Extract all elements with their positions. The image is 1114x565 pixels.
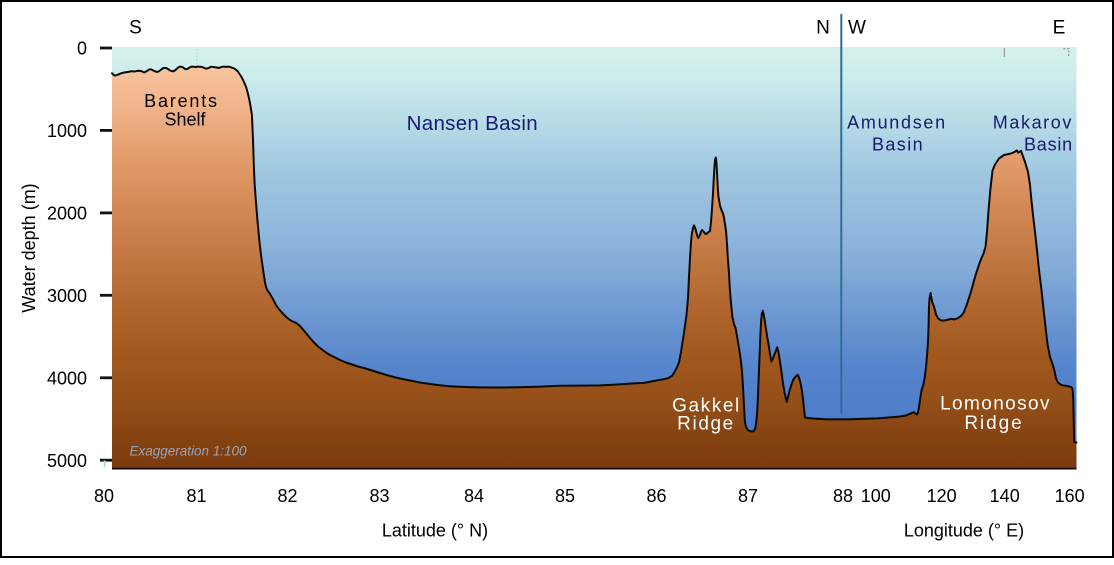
svg-text:4000: 4000 <box>47 368 87 388</box>
svg-text:Water depth (m): Water depth (m) <box>19 183 39 312</box>
svg-text:Basin: Basin <box>1024 135 1073 155</box>
svg-text:Exaggeration 1:100: Exaggeration 1:100 <box>129 444 247 459</box>
svg-text:Barents: Barents <box>144 91 219 111</box>
svg-text:100: 100 <box>861 486 891 506</box>
svg-text:Lomonosov: Lomonosov <box>940 394 1051 415</box>
svg-text:Latitude (° N): Latitude (° N) <box>382 521 488 541</box>
svg-text:81: 81 <box>186 486 206 506</box>
svg-text:Ridge: Ridge <box>677 413 735 434</box>
svg-text:W: W <box>848 17 866 38</box>
svg-text:140: 140 <box>990 486 1020 506</box>
svg-text:86: 86 <box>646 486 666 506</box>
svg-text:N: N <box>816 17 830 38</box>
svg-text:S: S <box>129 17 142 38</box>
svg-text:Makarov: Makarov <box>993 112 1073 132</box>
svg-text:84: 84 <box>464 486 484 506</box>
svg-text:83: 83 <box>369 486 389 506</box>
svg-text:5000: 5000 <box>47 451 87 471</box>
svg-text:Gakkel: Gakkel <box>672 396 741 417</box>
svg-text:Amundsen: Amundsen <box>847 112 947 132</box>
svg-text:3000: 3000 <box>47 286 87 306</box>
svg-text:2000: 2000 <box>47 204 87 224</box>
svg-text:1000: 1000 <box>47 121 87 141</box>
svg-text:80: 80 <box>94 486 114 506</box>
svg-text:85: 85 <box>555 486 575 506</box>
svg-text:160: 160 <box>1055 486 1085 506</box>
svg-text:Shelf: Shelf <box>164 110 206 130</box>
svg-text:Longitude (° E): Longitude (° E) <box>904 521 1024 541</box>
svg-text:87: 87 <box>738 486 758 506</box>
svg-text:0: 0 <box>77 39 87 59</box>
svg-text:Basin: Basin <box>872 135 924 155</box>
svg-text:Nansen Basin: Nansen Basin <box>407 112 538 135</box>
svg-text:88: 88 <box>833 486 853 506</box>
svg-text:82: 82 <box>277 486 297 506</box>
svg-text:E: E <box>1053 17 1066 38</box>
svg-text:Ridge: Ridge <box>964 413 1023 434</box>
svg-text:120: 120 <box>927 486 957 506</box>
